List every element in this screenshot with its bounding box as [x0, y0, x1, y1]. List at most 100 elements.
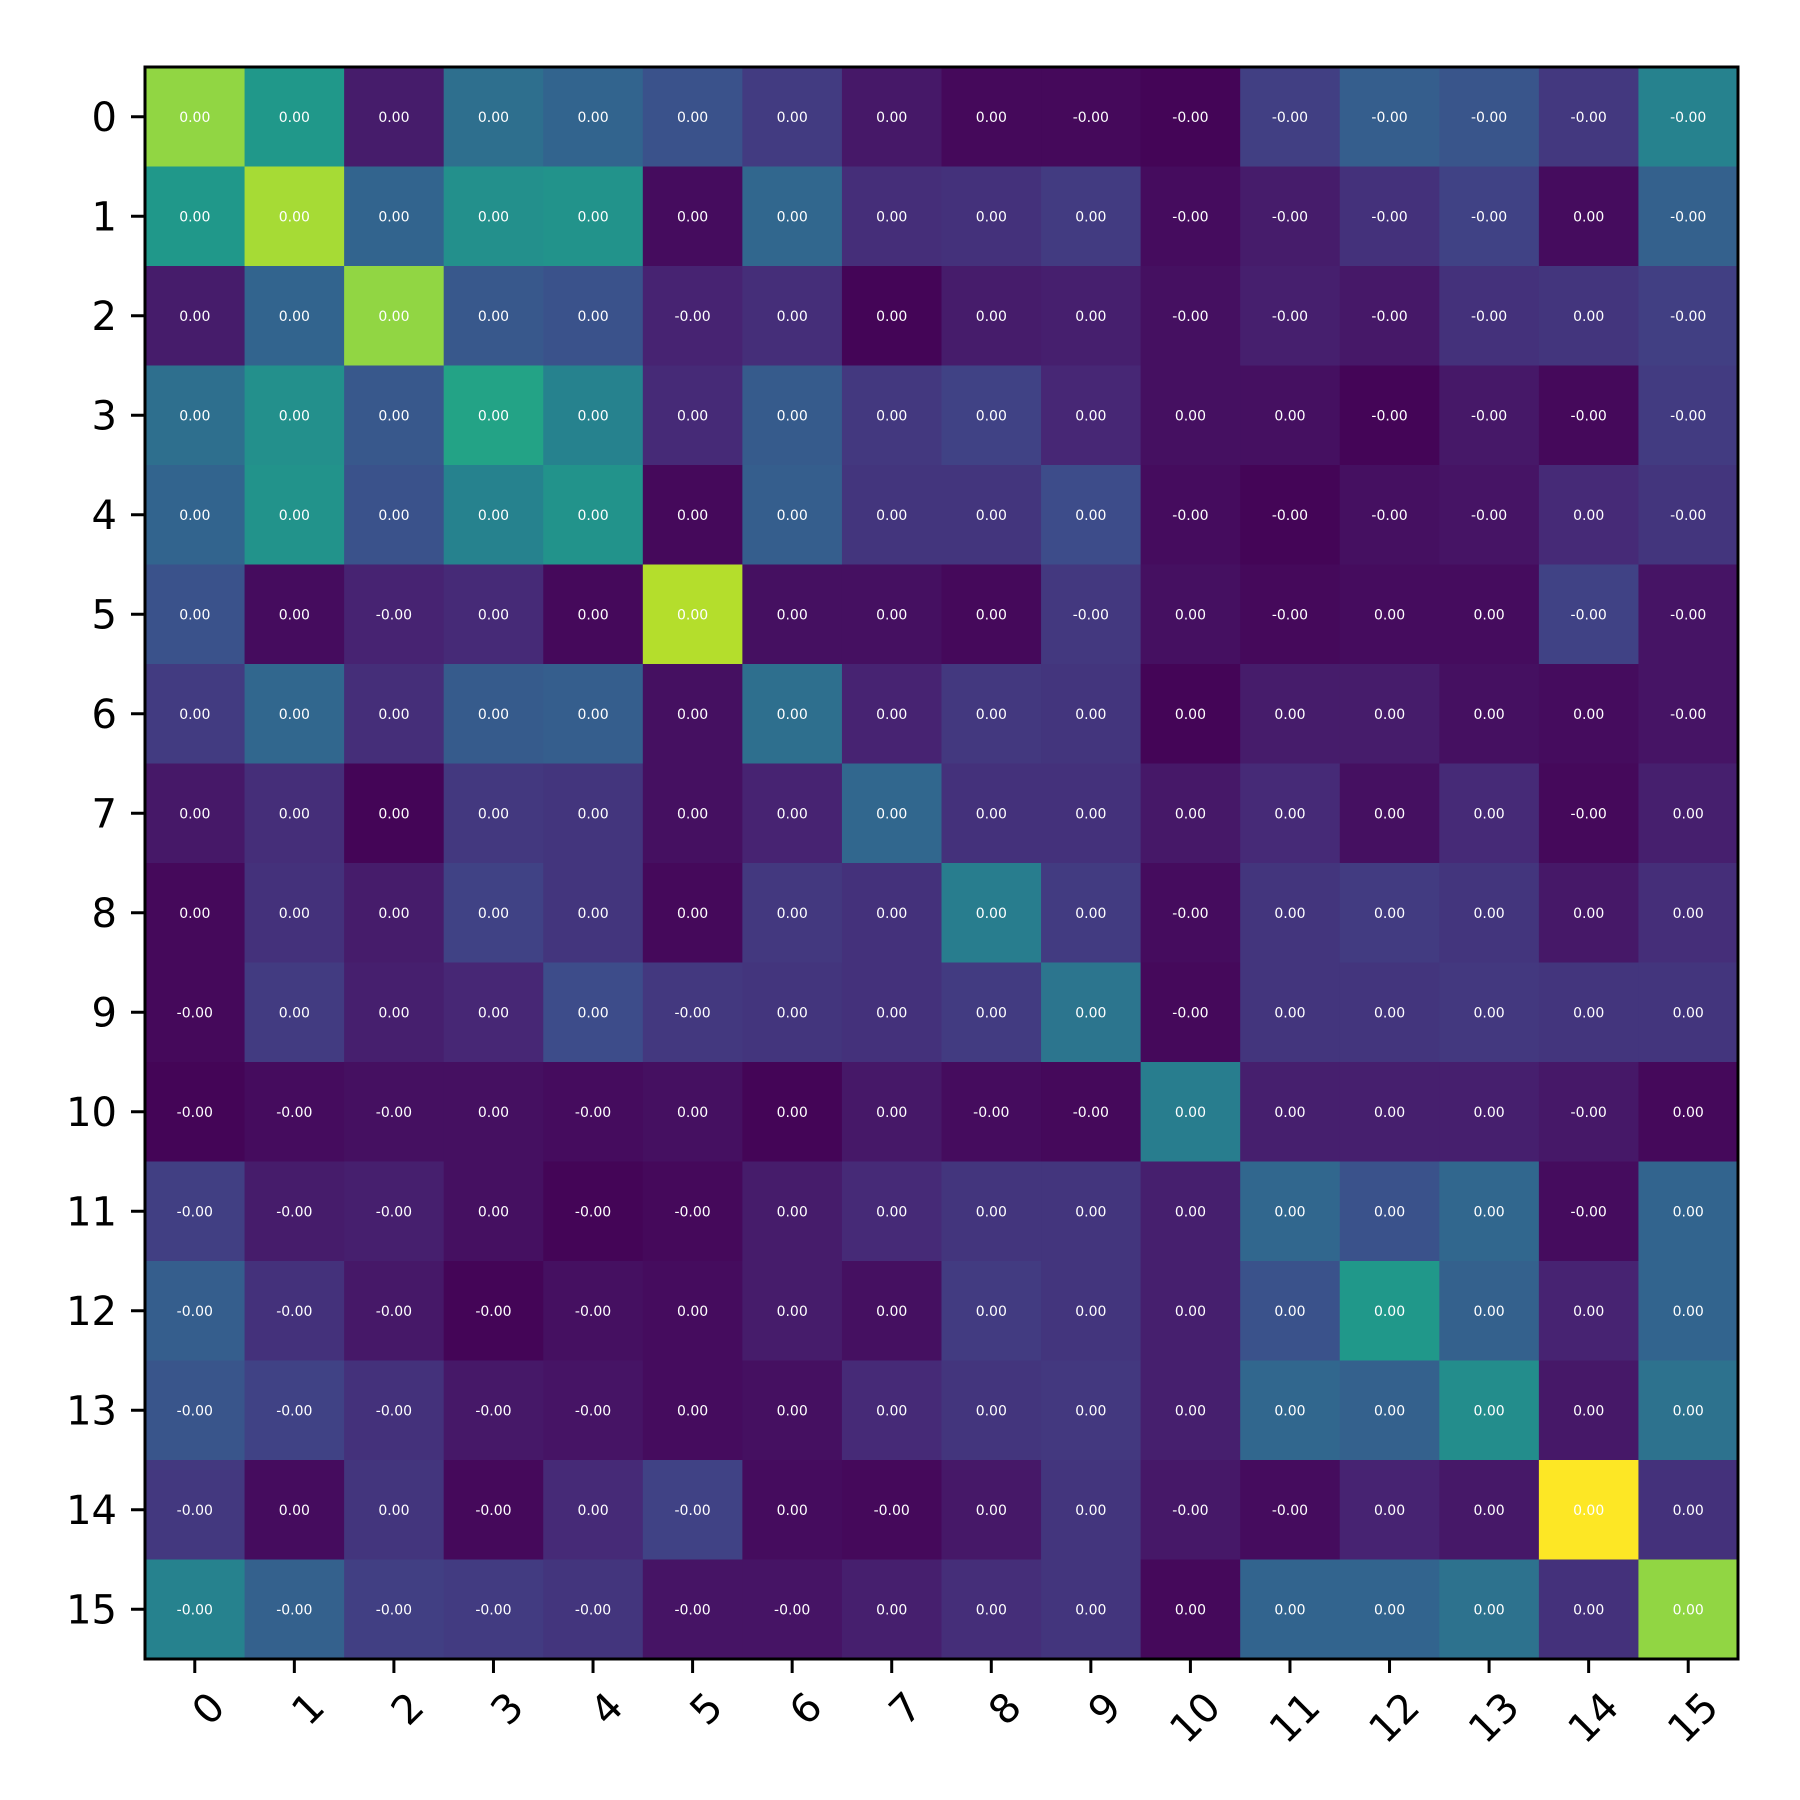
cell-value-1-2: 0.00 [378, 209, 409, 225]
heatmap-cell-6-10 [1140, 664, 1241, 764]
heatmap-cell-11-1 [244, 1161, 345, 1262]
cell-value-7-6: 0.00 [777, 806, 808, 822]
heatmap-cell-15-9 [1041, 1559, 1142, 1660]
heatmap-cell-12-4 [543, 1261, 644, 1361]
heatmap-cell-10-10 [1140, 1062, 1241, 1162]
heatmap-cell-5-3 [443, 564, 544, 665]
heatmap-cell-4-11 [1240, 465, 1341, 565]
cell-value-1-8: 0.00 [976, 209, 1007, 225]
cell-value-12-8: 0.00 [976, 1304, 1007, 1320]
cell-value-9-11: 0.00 [1274, 1005, 1305, 1021]
cell-value-2-15: -0.00 [1670, 309, 1706, 325]
heatmap-cell-15-12 [1339, 1559, 1440, 1660]
cell-value-2-8: 0.00 [976, 309, 1007, 325]
cell-value-12-11: 0.00 [1274, 1304, 1305, 1320]
heatmap-cell-4-2 [344, 465, 445, 565]
cell-value-10-5: 0.00 [677, 1105, 708, 1121]
cell-value-6-6: 0.00 [777, 707, 808, 723]
heatmap-cell-5-5 [642, 564, 743, 665]
x-tick-label-2: 2 [383, 1684, 434, 1735]
y-tick-label-10: 10 [66, 1090, 117, 1136]
heatmap-cell-11-15 [1638, 1161, 1739, 1262]
heatmap-cell-15-2 [344, 1559, 445, 1660]
heatmap-cell-0-5 [642, 67, 743, 167]
cell-value-2-5: -0.00 [674, 309, 710, 325]
cell-value-0-15: -0.00 [1670, 110, 1706, 126]
heatmap-cell-14-7 [841, 1460, 942, 1560]
heatmap-cell-5-15 [1638, 564, 1739, 665]
heatmap-cell-1-11 [1240, 166, 1341, 267]
heatmap-cell-9-13 [1439, 962, 1540, 1063]
heatmap-cell-6-8 [941, 664, 1042, 764]
cell-value-0-0: 0.00 [179, 110, 210, 126]
cell-value-15-14: 0.00 [1573, 1602, 1604, 1618]
heatmap-cell-4-7 [841, 465, 942, 565]
cell-value-11-1: -0.00 [276, 1204, 312, 1220]
cell-value-15-7: 0.00 [876, 1602, 907, 1618]
cell-value-15-5: -0.00 [674, 1602, 710, 1618]
cell-value-14-6: 0.00 [777, 1503, 808, 1519]
cell-value-13-11: 0.00 [1274, 1403, 1305, 1419]
cell-value-12-1: -0.00 [276, 1304, 312, 1320]
heatmap-cell-9-12 [1339, 962, 1440, 1063]
heatmap-cell-14-12 [1339, 1460, 1440, 1560]
cell-value-12-12: 0.00 [1374, 1304, 1405, 1320]
cell-value-2-14: 0.00 [1573, 309, 1604, 325]
cell-value-14-3: -0.00 [475, 1503, 511, 1519]
cell-value-1-11: -0.00 [1272, 209, 1308, 225]
heatmap-cell-7-0 [145, 763, 246, 864]
cell-value-0-3: 0.00 [478, 110, 509, 126]
cell-value-6-14: 0.00 [1573, 707, 1604, 723]
cell-value-11-5: -0.00 [674, 1204, 710, 1220]
heatmap-cell-7-2 [344, 763, 445, 864]
heatmap-cell-2-11 [1240, 266, 1341, 366]
heatmap-cell-6-0 [145, 664, 246, 764]
cell-value-4-2: 0.00 [378, 508, 409, 524]
cell-value-12-7: 0.00 [876, 1304, 907, 1320]
x-tick-label-14: 14 [1560, 1684, 1629, 1753]
heatmap-cell-8-4 [543, 863, 644, 963]
cell-value-6-8: 0.00 [976, 707, 1007, 723]
heatmap-cell-2-1 [244, 266, 345, 366]
heatmap-cell-15-13 [1439, 1559, 1540, 1660]
heatmap-cell-6-6 [742, 664, 843, 764]
heatmap-cell-2-2 [344, 266, 445, 366]
cell-value-10-1: -0.00 [276, 1105, 312, 1121]
cell-value-15-8: 0.00 [976, 1602, 1007, 1618]
cell-value-3-1: 0.00 [279, 408, 310, 424]
heatmap-cell-10-15 [1638, 1062, 1739, 1162]
cell-value-3-11: 0.00 [1274, 408, 1305, 424]
cell-value-8-3: 0.00 [478, 906, 509, 922]
heatmap-cell-9-8 [941, 962, 1042, 1063]
cell-value-13-8: 0.00 [976, 1403, 1007, 1419]
heatmap-cell-14-1 [244, 1460, 345, 1560]
cell-value-9-1: 0.00 [279, 1005, 310, 1021]
cell-value-11-3: 0.00 [478, 1204, 509, 1220]
heatmap-cell-0-11 [1240, 67, 1341, 167]
heatmap-cell-11-5 [642, 1161, 743, 1262]
cell-value-14-10: -0.00 [1172, 1503, 1208, 1519]
cell-value-9-4: 0.00 [577, 1005, 608, 1021]
heatmap-cell-5-2 [344, 564, 445, 665]
heatmap-cell-12-13 [1439, 1261, 1540, 1361]
x-axis: 0 1 2 3 4 5 6 7 8 9 10 11 12 13 14 15 [184, 1659, 1728, 1752]
cell-value-8-4: 0.00 [577, 906, 608, 922]
heatmap-cell-13-8 [941, 1360, 1042, 1461]
heatmap-cell-0-14 [1538, 67, 1639, 167]
heatmap-cell-4-4 [543, 465, 644, 565]
cell-value-3-7: 0.00 [876, 408, 907, 424]
cell-value-8-11: 0.00 [1274, 906, 1305, 922]
cell-value-2-11: -0.00 [1272, 309, 1308, 325]
heatmap-cell-3-4 [543, 365, 644, 466]
heatmap-cell-10-8 [941, 1062, 1042, 1162]
heatmap-cell-15-4 [543, 1559, 644, 1660]
cell-value-13-5: 0.00 [677, 1403, 708, 1419]
heatmap-cell-4-6 [742, 465, 843, 565]
heatmap-cell-1-7 [841, 166, 942, 267]
cell-value-14-14: 0.00 [1573, 1503, 1604, 1519]
cell-value-0-5: 0.00 [677, 110, 708, 126]
heatmap-cell-13-4 [543, 1360, 644, 1461]
heatmap-cell-1-3 [443, 166, 544, 267]
heatmap-cell-13-9 [1041, 1360, 1142, 1461]
cell-value-15-13: 0.00 [1474, 1602, 1505, 1618]
